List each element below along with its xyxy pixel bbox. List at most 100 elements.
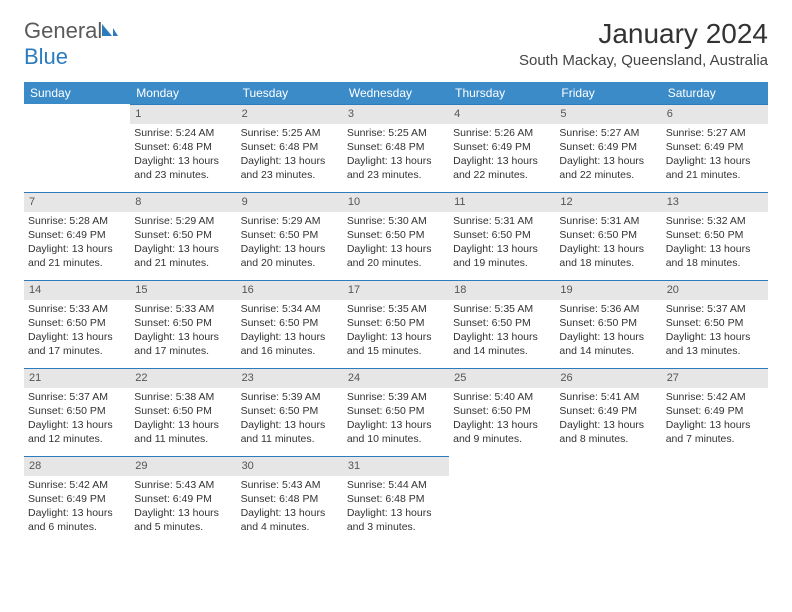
daylight-text: Daylight: 13 hours and 11 minutes. xyxy=(241,418,339,446)
day-number: 20 xyxy=(662,280,768,300)
calendar-week-row: 21Sunrise: 5:37 AMSunset: 6:50 PMDayligh… xyxy=(24,368,768,456)
day-number: 12 xyxy=(555,192,661,212)
sunset-text: Sunset: 6:49 PM xyxy=(134,492,232,506)
sunrise-text: Sunrise: 5:35 AM xyxy=(453,302,551,316)
calendar-day-cell: 13Sunrise: 5:32 AMSunset: 6:50 PMDayligh… xyxy=(662,192,768,280)
sunset-text: Sunset: 6:50 PM xyxy=(28,316,126,330)
day-number: 13 xyxy=(662,192,768,212)
day-number: 7 xyxy=(24,192,130,212)
daylight-text: Daylight: 13 hours and 21 minutes. xyxy=(666,154,764,182)
logo: GeneralBlue xyxy=(24,18,118,70)
calendar-day-cell: 24Sunrise: 5:39 AMSunset: 6:50 PMDayligh… xyxy=(343,368,449,456)
day-number: 2 xyxy=(237,104,343,124)
calendar-day-cell: 5Sunrise: 5:27 AMSunset: 6:49 PMDaylight… xyxy=(555,104,661,192)
sunset-text: Sunset: 6:50 PM xyxy=(347,228,445,242)
daylight-text: Daylight: 13 hours and 14 minutes. xyxy=(453,330,551,358)
sunrise-text: Sunrise: 5:27 AM xyxy=(559,126,657,140)
day-number: 17 xyxy=(343,280,449,300)
sunset-text: Sunset: 6:50 PM xyxy=(559,228,657,242)
calendar-day-cell: 2Sunrise: 5:25 AMSunset: 6:48 PMDaylight… xyxy=(237,104,343,192)
daylight-text: Daylight: 13 hours and 22 minutes. xyxy=(559,154,657,182)
sunset-text: Sunset: 6:50 PM xyxy=(347,316,445,330)
weekday-header: Friday xyxy=(555,82,661,104)
calendar-day-cell: 9Sunrise: 5:29 AMSunset: 6:50 PMDaylight… xyxy=(237,192,343,280)
sunrise-text: Sunrise: 5:42 AM xyxy=(666,390,764,404)
day-number: 18 xyxy=(449,280,555,300)
daylight-text: Daylight: 13 hours and 17 minutes. xyxy=(134,330,232,358)
sunset-text: Sunset: 6:48 PM xyxy=(241,140,339,154)
daylight-text: Daylight: 13 hours and 14 minutes. xyxy=(559,330,657,358)
daylight-text: Daylight: 13 hours and 18 minutes. xyxy=(559,242,657,270)
daylight-text: Daylight: 13 hours and 23 minutes. xyxy=(134,154,232,182)
calendar-day-cell: 19Sunrise: 5:36 AMSunset: 6:50 PMDayligh… xyxy=(555,280,661,368)
logo-word2: Blue xyxy=(24,44,68,69)
day-number xyxy=(449,456,555,461)
calendar-week-row: 1Sunrise: 5:24 AMSunset: 6:48 PMDaylight… xyxy=(24,104,768,192)
calendar-day-cell: 15Sunrise: 5:33 AMSunset: 6:50 PMDayligh… xyxy=(130,280,236,368)
calendar-day-cell: 20 Sunrise: 5:37 AMSunset: 6:50 PMDayligh… xyxy=(662,280,768,368)
calendar-day-cell: 1Sunrise: 5:24 AMSunset: 6:48 PMDaylight… xyxy=(130,104,236,192)
daylight-text: Daylight: 13 hours and 7 minutes. xyxy=(666,418,764,446)
daylight-text: Daylight: 13 hours and 17 minutes. xyxy=(28,330,126,358)
sunrise-text: Sunrise: 5:32 AM xyxy=(666,214,764,228)
sunrise-text: Sunrise: 5:25 AM xyxy=(241,126,339,140)
calendar-day-cell: 29Sunrise: 5:43 AMSunset: 6:49 PMDayligh… xyxy=(130,456,236,544)
daylight-text: Daylight: 13 hours and 13 minutes. xyxy=(666,330,764,358)
calendar-day-cell: 31Sunrise: 5:44 AMSunset: 6:48 PMDayligh… xyxy=(343,456,449,544)
day-number xyxy=(555,456,661,461)
daylight-text: Daylight: 13 hours and 12 minutes. xyxy=(28,418,126,446)
sunset-text: Sunset: 6:50 PM xyxy=(559,316,657,330)
weekday-header-row: Sunday Monday Tuesday Wednesday Thursday… xyxy=(24,82,768,104)
sunset-text: Sunset: 6:49 PM xyxy=(666,140,764,154)
sunset-text: Sunset: 6:49 PM xyxy=(559,404,657,418)
weekday-header: Tuesday xyxy=(237,82,343,104)
sunrise-text: Sunrise: 5:39 AM xyxy=(241,390,339,404)
logo-text: GeneralBlue xyxy=(24,18,118,70)
daylight-text: Daylight: 13 hours and 23 minutes. xyxy=(347,154,445,182)
daylight-text: Daylight: 13 hours and 6 minutes. xyxy=(28,506,126,534)
sunset-text: Sunset: 6:50 PM xyxy=(134,228,232,242)
calendar-day-cell: 10Sunrise: 5:30 AMSunset: 6:50 PMDayligh… xyxy=(343,192,449,280)
sunrise-text: Sunrise: 5:36 AM xyxy=(559,302,657,316)
calendar-body: 1Sunrise: 5:24 AMSunset: 6:48 PMDaylight… xyxy=(24,104,768,544)
calendar-table: Sunday Monday Tuesday Wednesday Thursday… xyxy=(24,82,768,544)
weekday-header: Wednesday xyxy=(343,82,449,104)
sunrise-text: Sunrise: 5:33 AM xyxy=(134,302,232,316)
sunrise-text: Sunrise: 5:43 AM xyxy=(134,478,232,492)
sunset-text: Sunset: 6:50 PM xyxy=(241,228,339,242)
sunset-text: Sunset: 6:50 PM xyxy=(134,404,232,418)
day-number: 9 xyxy=(237,192,343,212)
sunrise-text: Sunrise: 5:37 AM xyxy=(28,390,126,404)
sunset-text: Sunset: 6:50 PM xyxy=(347,404,445,418)
day-number: 25 xyxy=(449,368,555,388)
sunrise-text: Sunrise: 5:37 AM xyxy=(666,302,764,316)
calendar-day-cell: 18 Sunrise: 5:35 AMSunset: 6:50 PMDayligh… xyxy=(449,280,555,368)
title-block: January 2024 South Mackay, Queensland, A… xyxy=(519,18,768,69)
daylight-text: Daylight: 13 hours and 3 minutes. xyxy=(347,506,445,534)
header: GeneralBlue January 2024 South Mackay, Q… xyxy=(24,18,768,70)
calendar-day-cell: 25Sunrise: 5:40 AMSunset: 6:50 PMDayligh… xyxy=(449,368,555,456)
daylight-text: Daylight: 13 hours and 10 minutes. xyxy=(347,418,445,446)
sunset-text: Sunset: 6:50 PM xyxy=(453,316,551,330)
calendar-day-cell: 23Sunrise: 5:39 AMSunset: 6:50 PMDayligh… xyxy=(237,368,343,456)
weekday-header: Saturday xyxy=(662,82,768,104)
sunset-text: Sunset: 6:49 PM xyxy=(666,404,764,418)
sunrise-text: Sunrise: 5:29 AM xyxy=(134,214,232,228)
daylight-text: Daylight: 13 hours and 15 minutes. xyxy=(347,330,445,358)
page-title: January 2024 xyxy=(519,18,768,50)
day-number: 1 xyxy=(130,104,236,124)
daylight-text: Daylight: 13 hours and 19 minutes. xyxy=(453,242,551,270)
sunset-text: Sunset: 6:50 PM xyxy=(134,316,232,330)
calendar-day-cell xyxy=(555,456,661,544)
day-number: 14 xyxy=(24,280,130,300)
sunset-text: Sunset: 6:50 PM xyxy=(241,316,339,330)
daylight-text: Daylight: 13 hours and 20 minutes. xyxy=(347,242,445,270)
sunrise-text: Sunrise: 5:35 AM xyxy=(347,302,445,316)
sunset-text: Sunset: 6:50 PM xyxy=(666,316,764,330)
daylight-text: Daylight: 13 hours and 5 minutes. xyxy=(134,506,232,534)
sunset-text: Sunset: 6:49 PM xyxy=(28,492,126,506)
daylight-text: Daylight: 13 hours and 16 minutes. xyxy=(241,330,339,358)
calendar-day-cell xyxy=(449,456,555,544)
day-number: 22 xyxy=(130,368,236,388)
sunrise-text: Sunrise: 5:34 AM xyxy=(241,302,339,316)
